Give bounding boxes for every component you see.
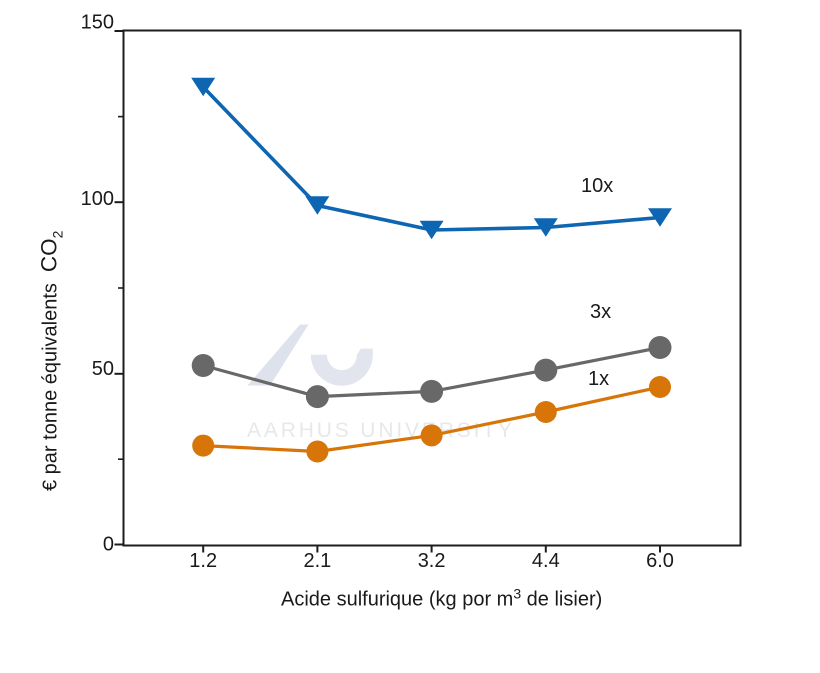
- svg-text:Acide sulfurique (kg por m3 de: Acide sulfurique (kg por m3 de lisier): [281, 586, 602, 611]
- svg-text:3x: 3x: [590, 301, 611, 323]
- svg-text:4.4: 4.4: [532, 550, 560, 572]
- svg-text:2.1: 2.1: [303, 550, 331, 572]
- svg-text:€ par tonne équivalentsCO2: € par tonne équivalentsCO2: [37, 230, 66, 491]
- svg-text:10x: 10x: [581, 175, 613, 197]
- svg-text:6.0: 6.0: [646, 550, 674, 572]
- svg-text:1.2: 1.2: [189, 550, 217, 572]
- svg-text:150: 150: [81, 12, 114, 34]
- svg-text:100: 100: [81, 188, 114, 210]
- svg-text:0: 0: [103, 534, 114, 556]
- svg-text:50: 50: [92, 358, 114, 380]
- svg-text:AARHUS UNIVERSITY: AARHUS UNIVERSITY: [247, 419, 515, 442]
- svg-text:3.2: 3.2: [418, 550, 446, 572]
- svg-text:1x: 1x: [588, 368, 609, 390]
